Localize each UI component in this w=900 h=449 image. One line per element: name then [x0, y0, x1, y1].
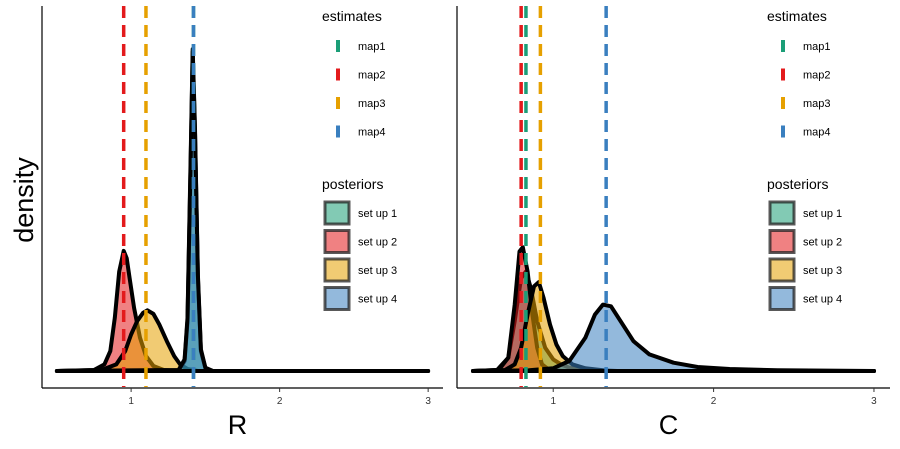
x-tick-label: 3 [871, 396, 877, 407]
legend-label-map4: map4 [803, 127, 831, 139]
x-axis-title: C [659, 410, 679, 440]
x-tick-label: 1 [128, 396, 134, 407]
legend-swatch-set-up-1 [768, 200, 796, 226]
x-tick-label: 3 [425, 396, 431, 407]
legend-label-map4: map4 [358, 127, 386, 139]
legend-label-set-up-1: set up 1 [358, 208, 397, 220]
legend-label-set-up-4: set up 4 [803, 294, 842, 306]
legend-label-set-up-1: set up 1 [803, 208, 842, 220]
legend-panel-r: estimates map1 map2 map3 map4 posteriors set u… [322, 8, 397, 311]
legend-label-map3: map3 [358, 98, 386, 110]
x-axis-title: R [228, 410, 248, 440]
legend-label-set-up-2: set up 2 [358, 237, 397, 249]
legend-title-posteriors: posteriors [322, 176, 383, 192]
panel-r: 1 2 3 R [41, 6, 443, 440]
legend-label-map3: map3 [803, 98, 831, 110]
legend-label-set-up-2: set up 2 [803, 237, 842, 249]
legend-swatch-set-up-2 [323, 229, 351, 254]
legend-swatch-set-up-4 [323, 286, 351, 311]
legend-label-set-up-3: set up 3 [803, 265, 842, 277]
legend-swatch-set-up-3 [323, 257, 351, 283]
legend-panel-c: estimates map1 map2 map3 map4 posteriors set u… [767, 8, 842, 311]
legend-label-map2: map2 [803, 70, 831, 82]
legend-title-posteriors: posteriors [767, 176, 828, 192]
density-set-up-4 [471, 302, 876, 373]
x-tick-label: 1 [550, 396, 556, 407]
legend-label-set-up-3: set up 3 [358, 265, 397, 277]
x-tick-label: 2 [711, 396, 717, 407]
legend-label-set-up-4: set up 4 [358, 294, 397, 306]
x-tick-label: 2 [277, 396, 283, 407]
panel-c: 1 2 3 C [456, 6, 890, 440]
legend-swatch-set-up-1 [323, 200, 351, 226]
legend-label-map1: map1 [358, 41, 386, 53]
legend-label-map1: map1 [803, 41, 831, 53]
legend-swatch-set-up-2 [768, 229, 796, 254]
legend-swatch-set-up-4 [768, 286, 796, 311]
y-axis-title: density [9, 157, 39, 243]
legend-title-estimates: estimates [767, 8, 827, 24]
legend-label-map2: map2 [358, 70, 386, 82]
legend-swatch-set-up-3 [768, 257, 796, 283]
legend-title-estimates: estimates [322, 8, 382, 24]
